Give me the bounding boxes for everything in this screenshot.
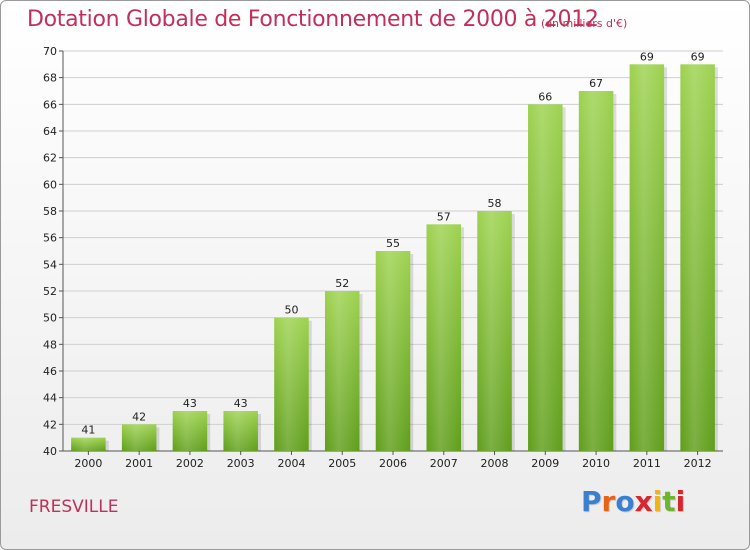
value-label: 69 xyxy=(691,50,705,63)
x-tick-label: 2011 xyxy=(633,457,661,470)
label-layer: 41 42 43 43 50 52 55 57 58 66 67 69 69 xyxy=(81,50,704,436)
x-tick-label: 2002 xyxy=(176,457,204,470)
logo-letter: i xyxy=(675,485,686,518)
x-tick-label: 2005 xyxy=(328,457,356,470)
y-tick-label: 64 xyxy=(43,125,57,138)
chart-subtitle: (en milliers d'€) xyxy=(541,17,628,30)
x-tick-label: 2009 xyxy=(531,457,559,470)
y-tick-label: 52 xyxy=(43,285,57,298)
y-tick-label: 60 xyxy=(43,178,57,191)
value-label: 57 xyxy=(437,210,451,223)
y-tick-label: 66 xyxy=(43,98,57,111)
value-label: 67 xyxy=(589,77,603,90)
y-tick-label: 68 xyxy=(43,72,57,85)
y-tick-label: 42 xyxy=(43,418,57,431)
value-label: 50 xyxy=(284,304,298,317)
y-tick-label: 54 xyxy=(43,258,57,271)
bar-highlight xyxy=(375,251,411,451)
bar-highlight xyxy=(121,424,157,451)
x-tick-label: 2004 xyxy=(277,457,305,470)
value-label: 41 xyxy=(81,424,95,437)
value-label: 42 xyxy=(132,410,146,423)
x-tick-label: 2008 xyxy=(481,457,509,470)
bar-highlight xyxy=(172,411,208,451)
x-tick-label: 2000 xyxy=(74,457,102,470)
proxiti-logo[interactable]: Proxiti xyxy=(581,485,701,525)
value-label: 66 xyxy=(538,90,552,103)
bar-highlight xyxy=(528,104,563,451)
logo-letter: x xyxy=(634,485,653,518)
x-tick-label: 2006 xyxy=(379,457,407,470)
y-tick-label: 50 xyxy=(43,312,57,325)
logo-letter: i xyxy=(652,485,663,518)
y-tick-label: 58 xyxy=(43,205,57,218)
bar-highlight xyxy=(629,64,665,452)
y-tick-label: 56 xyxy=(43,232,57,245)
bar-highlight xyxy=(477,211,512,451)
value-label: 69 xyxy=(640,50,654,63)
x-tick-label: 2001 xyxy=(125,457,153,470)
y-tick-label: 40 xyxy=(43,445,57,458)
value-label: 43 xyxy=(234,397,248,410)
commune-name: FRESVILLE xyxy=(29,497,119,517)
x-tick-label: 2003 xyxy=(227,457,255,470)
x-tick-label: 2010 xyxy=(582,457,610,470)
bar-highlight xyxy=(426,224,462,451)
chart-title: Dotation Globale de Fonctionnement de 20… xyxy=(27,7,599,32)
value-label: 58 xyxy=(488,197,502,210)
x-tick-label: 2012 xyxy=(684,457,712,470)
value-label: 55 xyxy=(386,237,400,250)
y-tick-label: 46 xyxy=(43,365,57,378)
logo-letter: P xyxy=(581,485,602,518)
y-tick-label: 44 xyxy=(43,392,57,405)
bar-highlight xyxy=(71,437,106,451)
bar-highlight xyxy=(578,91,614,451)
bar-highlight xyxy=(274,317,309,451)
y-tick-label: 48 xyxy=(43,338,57,351)
logo-letter: r xyxy=(601,485,616,518)
bar-layer xyxy=(71,64,718,452)
logo-letter: o xyxy=(615,485,635,518)
logo-letter: t xyxy=(662,485,676,518)
x-tick-label: 2007 xyxy=(430,457,458,470)
bar-highlight xyxy=(223,411,258,451)
y-tick-label: 70 xyxy=(43,45,57,58)
y-tick-label: 62 xyxy=(43,152,57,165)
bar-highlight xyxy=(680,64,715,452)
bar-highlight xyxy=(324,291,360,451)
value-label: 43 xyxy=(183,397,197,410)
value-label: 52 xyxy=(335,277,349,290)
